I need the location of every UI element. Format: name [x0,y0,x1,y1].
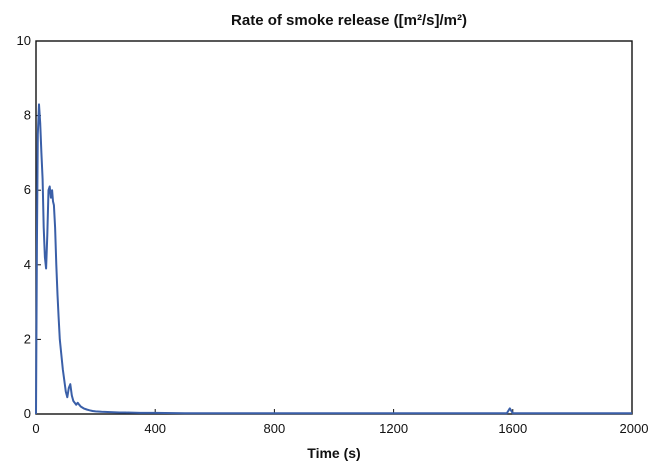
x-tick-label: 400 [144,421,166,436]
series-line [35,103,632,415]
series-layer [35,103,632,415]
chart-title: Rate of smoke release ([m²/s]/m²) [231,12,467,29]
y-tick-label: 6 [24,182,31,197]
x-tick-label: 1200 [379,421,408,436]
y-axis: 0 2 4 6 8 10 [17,33,41,421]
y-tick-label: 8 [24,108,31,123]
y-tick-label: 4 [24,257,31,272]
y-tick-label: 0 [24,406,31,421]
x-axis-label: Time (s) [307,445,360,461]
x-axis: 0 400 800 1200 1600 2000 [32,409,648,436]
y-tick-label: 10 [17,33,31,48]
x-tick-label: 2000 [620,421,649,436]
y-tick-label: 2 [24,331,31,346]
plot-frame [35,40,633,415]
x-tick-label: 800 [264,421,286,436]
x-tick-label: 0 [32,421,39,436]
x-tick-label: 1600 [498,421,527,436]
